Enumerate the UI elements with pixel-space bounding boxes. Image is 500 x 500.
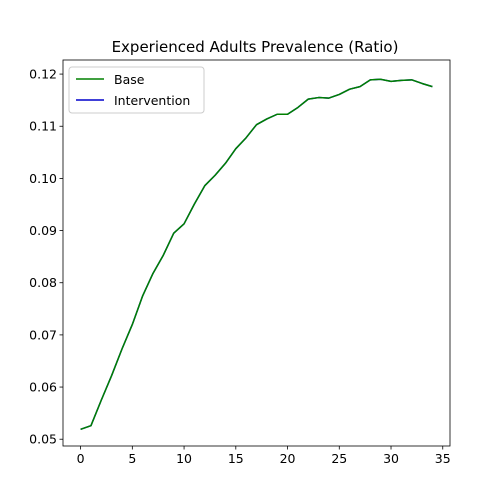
y-tick-label: 0.12 [29,67,57,82]
x-tick-label: 10 [176,451,192,466]
x-tick-label: 20 [280,451,296,466]
chart-title: Experienced Adults Prevalence (Ratio) [112,38,399,56]
axes-layer: 0 5 10 15 20 25 30 35 0.05 0.06 0.07 0.08 0.09 0.10 0.… [29,59,451,466]
y-tick-label: 0.08 [29,275,57,290]
series-line-base [80,78,433,431]
y-tick-label: 0.10 [29,171,57,186]
x-tick-label: 0 [77,451,85,466]
x-tick-label: 35 [435,451,451,466]
x-tick-label: 30 [383,451,399,466]
x-tick-label: 25 [331,451,347,466]
y-tick-label: 0.06 [29,380,57,395]
series-layer [80,78,433,431]
legend-label-intervention: Intervention [114,93,190,108]
x-tick-label: 5 [128,451,136,466]
x-tick-label: 15 [228,451,244,466]
y-tick-label: 0.11 [29,119,57,134]
y-tick-label: 0.09 [29,223,57,238]
legend-label-base: Base [114,72,145,87]
plot-frame [62,59,451,447]
y-tick-label: 0.05 [29,432,57,447]
legend: Base Intervention [68,66,205,114]
y-tick-label: 0.07 [29,327,57,342]
